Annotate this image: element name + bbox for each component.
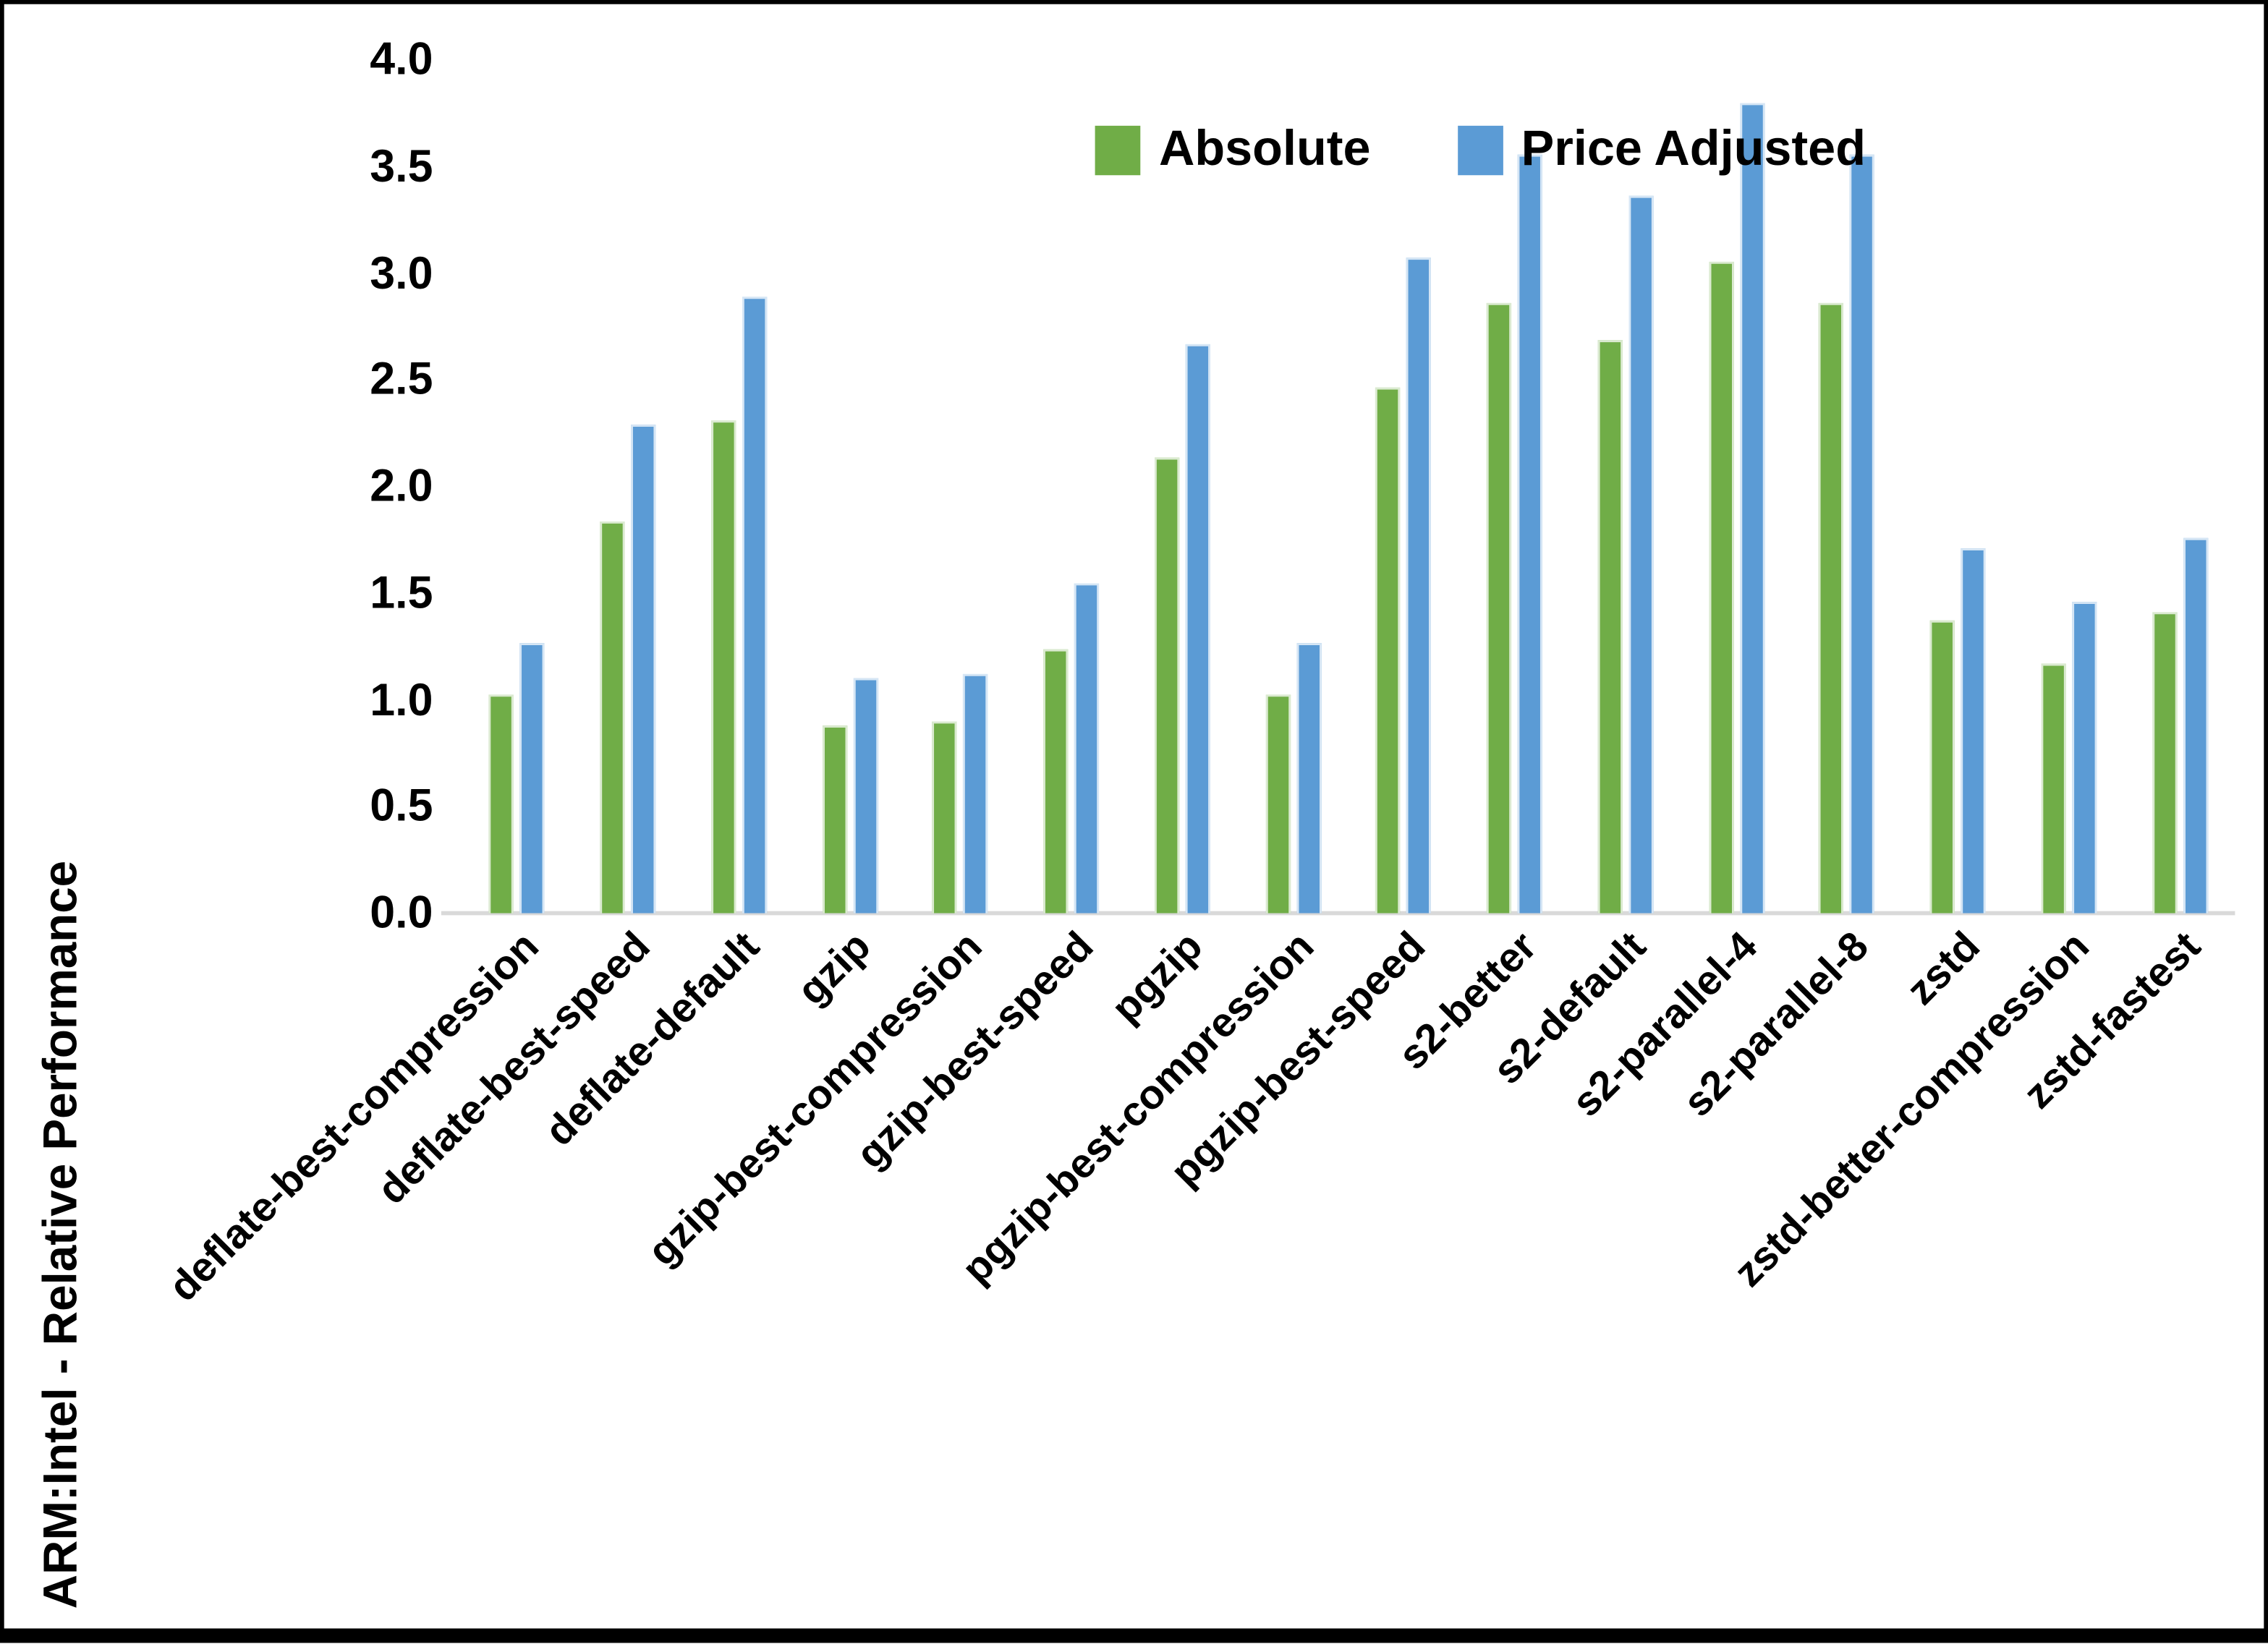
y-tick-label: 2.0 (370, 459, 433, 511)
bar-price-adjusted-gzip (852, 678, 878, 913)
bar-absolute-pgzip-best-compression (1265, 695, 1291, 913)
y-tick-label: 0.0 (370, 886, 433, 938)
bar-group-pgzip-best-speed (1349, 60, 1459, 913)
y-tick-label: 3.5 (370, 140, 433, 192)
y-axis-tick-labels: 4.0 3.5 3.0 2.5 2.0 1.5 1.0 0.5 0.0 (4, 36, 433, 935)
y-tick-label: 4.0 (370, 33, 433, 85)
bar-price-adjusted-s2-better (1517, 153, 1543, 913)
y-tick-label: 1.5 (370, 566, 433, 618)
x-axis-labels: deflate-best-compression deflate-best-spe… (161, 924, 2235, 1606)
bar-price-adjusted-deflate-best-speed (631, 425, 656, 913)
bar-group-s2-better (1459, 60, 1570, 913)
bar-group-pgzip (1127, 60, 1238, 913)
y-tick-label: 1.0 (370, 673, 433, 725)
bar-price-adjusted-pgzip (1185, 343, 1210, 913)
bar-group-s2-parallel-4 (1681, 60, 1791, 913)
bar-absolute-zstd-fastest (2152, 612, 2177, 913)
bar-absolute-deflate-default (710, 420, 736, 913)
legend: Absolute Price Adjusted (1095, 122, 1866, 178)
bar-price-adjusted-s2-default (1628, 196, 1654, 913)
bar-absolute-zstd (1929, 621, 1955, 913)
bar-group-deflate-best-compression (462, 60, 572, 913)
x-label-pgzip: pgzip (1104, 924, 1213, 1033)
bar-groups (462, 60, 2235, 913)
bar-price-adjusted-gzip-best-compression (964, 674, 989, 913)
bar-price-adjusted-s2-parallel-4 (1739, 102, 1764, 913)
x-label-gzip: gzip (789, 924, 880, 1015)
bar-absolute-s2-parallel-4 (1708, 262, 1733, 913)
bar-absolute-deflate-best-compression (489, 695, 514, 913)
legend-item-absolute: Absolute (1095, 122, 1371, 178)
legend-item-price-adjusted: Price Adjusted (1457, 122, 1866, 178)
x-axis-line (441, 911, 2235, 916)
bar-absolute-s2-better (1487, 302, 1512, 913)
legend-label-absolute: Absolute (1158, 122, 1371, 178)
bar-group-gzip-best-speed (1016, 60, 1126, 913)
bar-group-pgzip-best-compression (1238, 60, 1349, 913)
legend-swatch-absolute (1095, 125, 1141, 176)
bar-price-adjusted-deflate-default (742, 297, 767, 913)
x-label-zstd: zstd (1898, 924, 1989, 1015)
bar-group-deflate-default (684, 60, 794, 913)
bar-absolute-deflate-best-speed (600, 520, 625, 913)
bar-absolute-gzip-best-compression (933, 721, 958, 913)
bar-group-zstd (1903, 60, 2013, 913)
bar-absolute-s2-parallel-8 (1819, 302, 1844, 913)
bar-absolute-s2-default (1597, 339, 1623, 913)
bar-group-gzip-best-compression (905, 60, 1016, 913)
bar-absolute-zstd-better-compression (2041, 663, 2066, 913)
bar-group-zstd-fastest (2124, 60, 2235, 913)
y-tick-label: 0.5 (370, 780, 433, 832)
bar-absolute-gzip (822, 725, 847, 913)
bar-price-adjusted-pgzip-best-compression (1296, 642, 1321, 913)
bar-group-gzip (794, 60, 905, 913)
bar-price-adjusted-deflate-best-compression (520, 642, 545, 913)
legend-label-price-adjusted: Price Adjusted (1521, 122, 1866, 178)
bar-group-s2-parallel-8 (1792, 60, 1903, 913)
bar-absolute-pgzip (1154, 456, 1179, 913)
bar-group-s2-default (1570, 60, 1681, 913)
bar-absolute-gzip-best-speed (1043, 648, 1069, 913)
legend-swatch-price-adjusted (1457, 125, 1503, 176)
y-tick-label: 3.0 (370, 246, 433, 298)
y-tick-label: 2.5 (370, 353, 433, 405)
bar-price-adjusted-s2-parallel-8 (1850, 153, 1875, 913)
bar-price-adjusted-gzip-best-speed (1074, 582, 1100, 913)
bar-absolute-pgzip-best-speed (1376, 388, 1401, 913)
y-axis-title: ARM:Intel - Relative Performance (33, 860, 87, 1609)
plot-area: Absolute Price Adjusted (441, 60, 2235, 916)
bar-price-adjusted-zstd-fastest (2183, 537, 2208, 913)
bar-price-adjusted-zstd-better-compression (2071, 601, 2097, 913)
bar-price-adjusted-zstd (1961, 548, 1986, 913)
bar-group-zstd-better-compression (2013, 60, 2124, 913)
bar-group-deflate-best-speed (573, 60, 684, 913)
bar-price-adjusted-pgzip-best-speed (1406, 258, 1432, 913)
